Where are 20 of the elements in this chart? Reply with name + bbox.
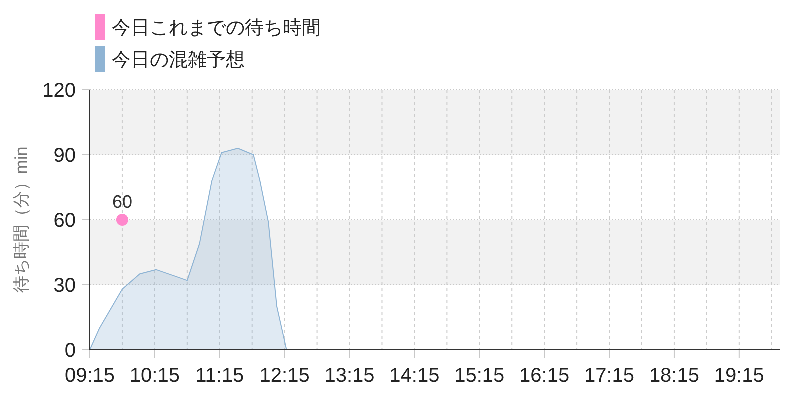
data-label: 60 [112,192,132,212]
x-tick-label: 17:15 [584,365,635,387]
x-tick-label: 12:15 [260,365,310,387]
x-tick-label: 14:15 [390,365,440,387]
x-tick-label: 11:15 [196,365,244,387]
x-tick-label: 19:15 [714,365,764,387]
x-tick-label: 10:15 [130,365,180,387]
y-tick-label: 90 [54,145,76,167]
x-tick-label: 16:15 [520,365,570,387]
x-tick-label: 15:15 [454,365,505,387]
y-tick-label: 30 [54,275,76,297]
legend-label: 今日これまでの待ち時間 [112,18,321,39]
y-axis-title: 待ち時間（分）min [12,146,31,294]
y-tick-label: 120 [42,80,76,102]
legend-label: 今日の混雑予想 [112,50,245,71]
x-tick-label: 13:15 [324,365,375,387]
x-tick-label: 18:15 [649,365,700,387]
y-tick-label: 0 [64,340,76,362]
x-tick-label: 09:15 [64,365,116,387]
y-tick-label: 60 [54,210,76,232]
